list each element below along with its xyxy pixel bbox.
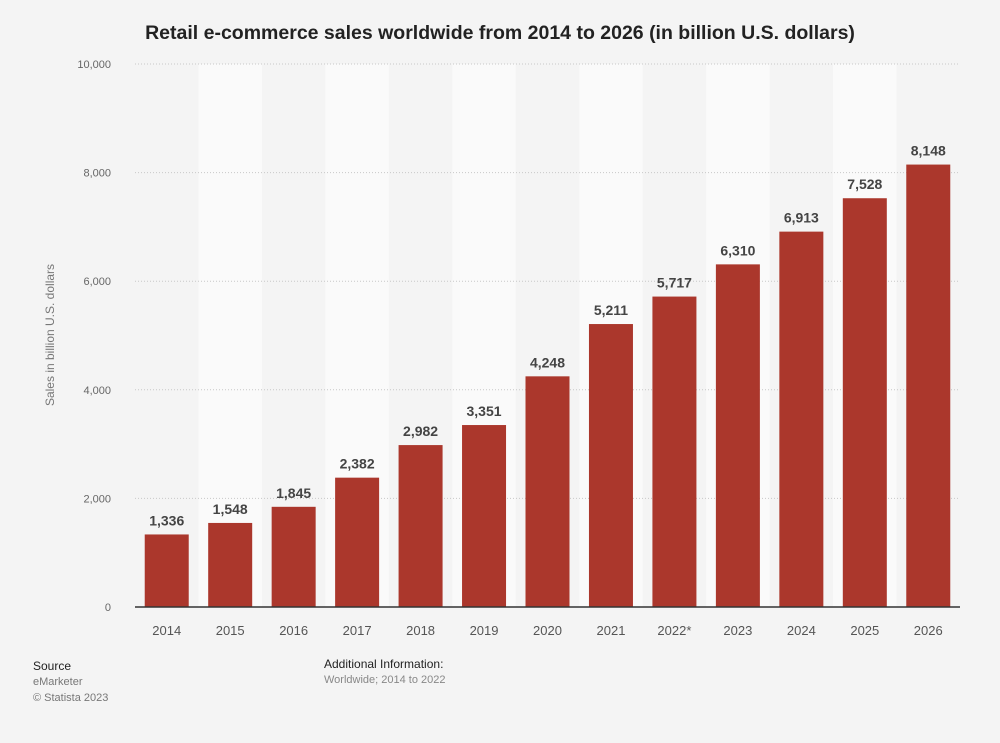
copyright: © Statista 2023 (33, 692, 109, 704)
y-tick-label: 6,000 (83, 276, 111, 288)
source-heading: Source (33, 659, 72, 673)
data-label: 8,148 (911, 143, 946, 159)
bar (144, 534, 189, 607)
bar (398, 445, 443, 607)
bar (271, 506, 316, 607)
y-tick-label: 10,000 (77, 59, 111, 71)
data-label: 5,211 (594, 302, 628, 318)
data-label: 1,336 (149, 512, 184, 528)
additional-info-text: Worldwide; 2014 to 2022 (324, 674, 446, 686)
x-tick-label: 2022* (657, 623, 691, 638)
bar (525, 376, 570, 607)
x-tick-label: 2016 (279, 623, 308, 638)
background-band (198, 64, 262, 607)
x-tick-label: 2021 (597, 623, 626, 638)
source-name[interactable]: eMarketer (33, 676, 83, 688)
data-label: 4,248 (530, 354, 565, 370)
data-label: 2,382 (340, 456, 375, 472)
bar (208, 522, 253, 607)
x-tick-label: 2015 (216, 623, 245, 638)
y-tick-label: 2,000 (83, 493, 111, 505)
bar (335, 477, 380, 607)
data-label: 6,913 (784, 210, 819, 226)
x-tick-label: 2014 (152, 623, 181, 638)
x-tick-label: 2019 (470, 623, 499, 638)
x-tick-label: 2026 (914, 623, 943, 638)
x-tick-label: 2023 (723, 623, 752, 638)
data-label: 5,717 (657, 275, 692, 291)
x-tick-label: 2020 (533, 623, 562, 638)
data-label: 3,351 (467, 403, 502, 419)
x-tick-label: 2017 (343, 623, 372, 638)
bar-chart: 0 2,000 4,000 6,000 8,000 10,000 Sales in bill… (43, 59, 960, 638)
y-axis-label: Sales in billion U.S. dollars (43, 264, 57, 406)
bar (652, 296, 697, 607)
x-tick-label: 2025 (850, 623, 879, 638)
data-label: 2,982 (403, 423, 438, 439)
bar (842, 198, 887, 607)
x-tick-label: 2018 (406, 623, 435, 638)
bar (906, 164, 951, 607)
data-label: 1,548 (213, 501, 248, 517)
bar (715, 264, 760, 607)
bar (462, 425, 507, 607)
data-label: 1,845 (276, 485, 311, 501)
y-tick-label: 4,000 (83, 385, 111, 397)
data-label: 6,310 (720, 242, 755, 258)
x-tick-label: 2024 (787, 623, 816, 638)
additional-info-heading: Additional Information: (324, 657, 444, 671)
bar (779, 231, 824, 608)
y-tick-label: 0 (105, 602, 111, 614)
chart-title: Retail e-commerce sales worldwide from 2… (145, 22, 855, 44)
bar (588, 324, 633, 607)
data-label: 7,528 (847, 176, 882, 192)
y-tick-label: 8,000 (83, 168, 111, 180)
